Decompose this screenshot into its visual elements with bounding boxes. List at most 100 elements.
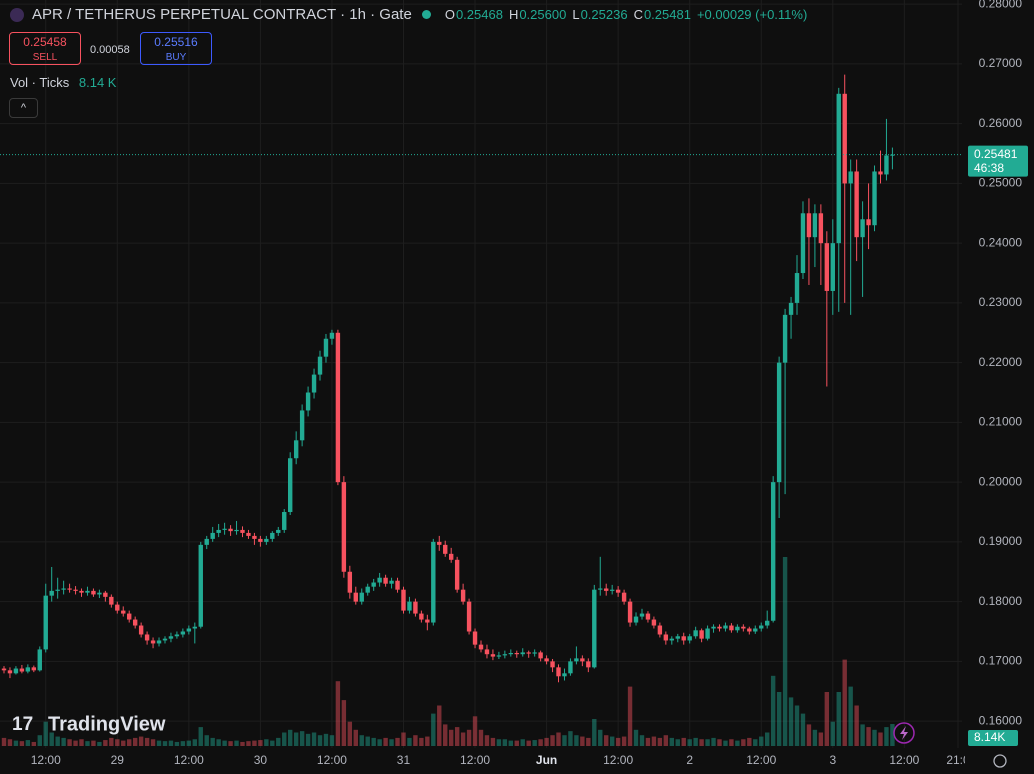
candle-body	[645, 613, 651, 620]
candle-body	[639, 613, 645, 617]
volume-bar	[282, 732, 287, 746]
candle-body	[144, 634, 150, 641]
candle-body	[180, 631, 186, 635]
volume-bar	[437, 705, 442, 746]
candle-body	[681, 636, 686, 641]
volume-bar	[592, 719, 597, 746]
candle-body	[574, 658, 579, 662]
candle-body	[85, 590, 90, 593]
candle-body	[162, 638, 168, 641]
candle-body	[538, 652, 543, 659]
volume-bar	[598, 729, 603, 746]
volume-bar	[359, 735, 364, 746]
volume-bar	[138, 736, 144, 746]
volume-bar	[520, 739, 525, 746]
volume-bar	[765, 732, 770, 746]
volume-bar	[747, 737, 752, 746]
candle-body	[651, 619, 657, 626]
volume-bar	[538, 739, 543, 746]
candle-body	[341, 482, 347, 572]
candle-body	[1, 668, 7, 671]
candle-body	[598, 588, 603, 590]
buy-label: BUY	[165, 52, 187, 63]
candle-body	[371, 582, 376, 587]
volume-bar	[621, 736, 627, 746]
volume-bar	[502, 739, 508, 746]
volume-bar	[109, 737, 114, 746]
candle-body	[562, 673, 567, 677]
volume-bar	[252, 740, 257, 746]
candle-body	[347, 571, 353, 593]
sell-button[interactable]: 0.25458 SELL	[9, 32, 81, 65]
last-price-label: 0.25481	[974, 147, 1018, 161]
settings-button[interactable]	[993, 754, 1007, 768]
volume-bar	[818, 732, 824, 746]
candle-body	[568, 661, 573, 674]
candle-body	[848, 171, 853, 184]
candle-body	[687, 636, 692, 641]
y-tick-label: 0.28000	[979, 0, 1023, 10]
volume-bar	[878, 732, 883, 746]
volume-layer	[1, 557, 895, 746]
candle-body	[830, 243, 835, 291]
candle-body	[633, 616, 639, 623]
y-tick-label: 0.24000	[979, 235, 1023, 249]
candle-body	[240, 529, 245, 533]
volume-bar	[174, 741, 180, 746]
x-tick-label: 2	[686, 753, 693, 767]
y-tick-label: 0.17000	[979, 654, 1023, 668]
buy-button[interactable]: 0.25516 BUY	[140, 32, 212, 65]
ohlc-key: L	[572, 7, 580, 22]
volume-bar	[240, 741, 245, 746]
volume-bar	[144, 737, 150, 746]
volume-bar	[562, 735, 567, 746]
volume-bar	[19, 741, 25, 746]
candle-body	[359, 592, 364, 602]
candle-body	[425, 619, 430, 623]
volume-bar	[872, 729, 877, 746]
candle-body	[890, 154, 895, 156]
candle-body	[878, 171, 883, 175]
volume-bar	[150, 739, 156, 746]
candle-body	[770, 482, 776, 621]
ohlc-key: O	[444, 7, 455, 22]
volume-bar	[788, 697, 794, 746]
candle-body	[109, 596, 114, 605]
candle-body	[484, 649, 490, 655]
status-dot	[421, 10, 431, 19]
volume-bar	[586, 737, 591, 746]
ohlc: O0.25468 H0.25600 L0.25236 C0.25481	[439, 6, 691, 23]
volume-bar	[79, 739, 84, 746]
volume-bar	[395, 737, 400, 746]
volume-bar	[556, 732, 561, 746]
volume-bar	[699, 739, 704, 746]
collapse-button[interactable]: ^	[9, 98, 38, 118]
lightning-button[interactable]	[893, 722, 915, 744]
volume-bar	[293, 732, 299, 746]
candle-body	[413, 601, 418, 614]
candle-body	[675, 636, 680, 639]
candle-body	[818, 213, 824, 244]
volume-bar	[180, 741, 186, 746]
x-tick-label: 21:0	[946, 753, 970, 767]
volume-bar	[484, 735, 490, 746]
candle-body	[753, 628, 758, 632]
volume-bar	[425, 736, 430, 746]
volume-bar	[198, 727, 203, 746]
volume-bar	[329, 735, 335, 746]
volume-bar	[723, 740, 728, 746]
candle-body	[395, 580, 400, 590]
candle-body	[365, 586, 370, 593]
candle-body	[729, 625, 734, 631]
y-tick-label: 0.25000	[979, 176, 1023, 190]
logo-mark: 17	[12, 714, 33, 735]
volume-bar	[854, 705, 859, 746]
volume-bar	[890, 724, 895, 746]
volume-bar	[270, 740, 275, 746]
candle-body	[431, 541, 436, 623]
volume-bar	[85, 741, 90, 746]
candle-body	[496, 655, 502, 657]
volume-bar	[13, 740, 19, 746]
axes: 0.28000 0.27000 0.26000 0.25000 0.24000 0.230…	[968, 0, 1028, 746]
